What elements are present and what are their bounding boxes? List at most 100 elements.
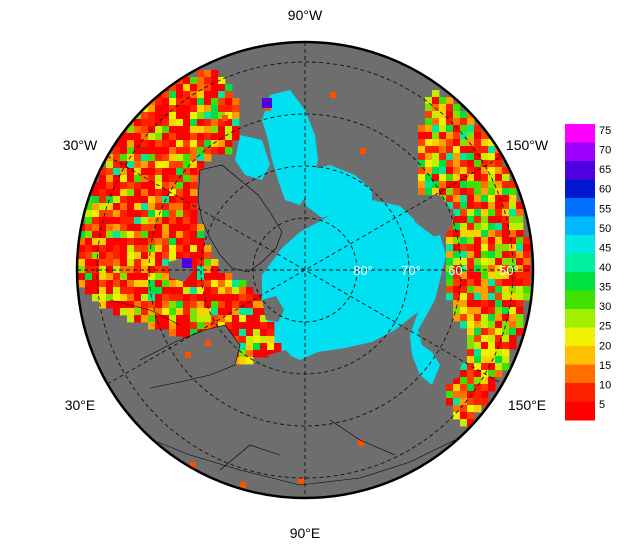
data-cell	[460, 230, 468, 238]
data-cell	[481, 153, 489, 161]
data-cell	[176, 294, 184, 302]
data-cell	[460, 384, 468, 392]
data-cell	[169, 280, 177, 288]
data-cell	[190, 77, 198, 85]
data-cell	[460, 125, 468, 133]
data-cell	[162, 126, 170, 134]
speckle-cell	[205, 340, 211, 346]
data-cell	[155, 154, 163, 162]
data-cell	[169, 196, 177, 204]
data-cell	[467, 412, 475, 420]
data-cell	[481, 342, 489, 350]
data-cell	[106, 224, 114, 232]
data-cell	[418, 153, 426, 161]
data-cell	[253, 329, 261, 337]
bering-sea-ice	[410, 235, 446, 385]
data-cell	[460, 391, 468, 399]
data-cell	[460, 223, 468, 231]
data-cell	[488, 300, 496, 308]
data-cell	[509, 286, 517, 294]
data-cell	[190, 168, 198, 176]
data-cell	[127, 175, 135, 183]
data-cell	[467, 384, 475, 392]
data-cell	[425, 118, 433, 126]
data-cell	[169, 91, 177, 99]
data-cell	[197, 315, 205, 323]
data-cell	[474, 405, 482, 413]
data-cell	[474, 321, 482, 329]
baffin-bay	[262, 90, 318, 205]
data-cell	[453, 195, 461, 203]
data-cell	[460, 118, 468, 126]
data-cell	[176, 224, 184, 232]
data-cell	[141, 280, 149, 288]
data-cell	[232, 133, 240, 141]
data-cell	[453, 314, 461, 322]
data-cell	[481, 160, 489, 168]
data-cell	[183, 224, 191, 232]
data-cell	[495, 160, 503, 168]
data-cell	[467, 419, 475, 427]
data-cell	[453, 125, 461, 133]
data-cell	[190, 231, 198, 239]
data-cell	[141, 315, 149, 323]
data-cell	[113, 203, 121, 211]
data-cell	[162, 182, 170, 190]
data-cell	[176, 210, 184, 218]
data-cell	[439, 132, 447, 140]
data-cell	[176, 147, 184, 155]
data-cell	[218, 112, 226, 120]
data-cell	[474, 160, 482, 168]
data-cell	[467, 363, 475, 371]
data-cell	[204, 273, 212, 281]
data-cell	[446, 167, 454, 175]
lon-label-150w: 150°W	[506, 137, 549, 153]
data-cell	[155, 259, 163, 267]
data-cell	[176, 98, 184, 106]
data-cell	[99, 168, 107, 176]
data-cell	[211, 266, 219, 274]
purple-cell	[262, 98, 272, 108]
data-cell	[190, 133, 198, 141]
data-cell	[190, 154, 198, 162]
data-cell	[425, 181, 433, 189]
data-cell	[516, 314, 524, 322]
data-cell	[516, 286, 524, 294]
data-cell	[99, 301, 107, 309]
data-cell	[225, 294, 233, 302]
data-cell	[495, 307, 503, 315]
data-cell	[446, 272, 454, 280]
data-cell	[120, 280, 128, 288]
data-cell	[460, 279, 468, 287]
data-cell	[439, 125, 447, 133]
data-cell	[113, 266, 121, 274]
data-cell	[162, 210, 170, 218]
colorbar-swatch	[565, 198, 595, 217]
data-cell	[169, 301, 177, 309]
data-cell	[169, 315, 177, 323]
colorbar-swatch	[565, 401, 595, 421]
data-cell	[197, 280, 205, 288]
data-cell	[495, 258, 503, 266]
data-cell	[204, 126, 212, 134]
data-cell	[113, 245, 121, 253]
map-disc	[77, 42, 533, 498]
data-cell	[425, 153, 433, 161]
data-cell	[418, 125, 426, 133]
data-cell	[211, 315, 219, 323]
lon-label-30w: 30°W	[63, 137, 98, 153]
data-cell	[474, 258, 482, 266]
data-cell	[127, 259, 135, 267]
data-cell	[169, 245, 177, 253]
data-cell	[267, 336, 275, 344]
data-cell	[162, 168, 170, 176]
data-cell	[197, 301, 205, 309]
data-cell	[113, 294, 121, 302]
data-cell	[446, 104, 454, 112]
data-cell	[495, 300, 503, 308]
data-cell	[148, 259, 156, 267]
data-cell	[183, 154, 191, 162]
data-cell	[474, 125, 482, 133]
data-cell	[120, 161, 128, 169]
data-cell	[453, 377, 461, 385]
